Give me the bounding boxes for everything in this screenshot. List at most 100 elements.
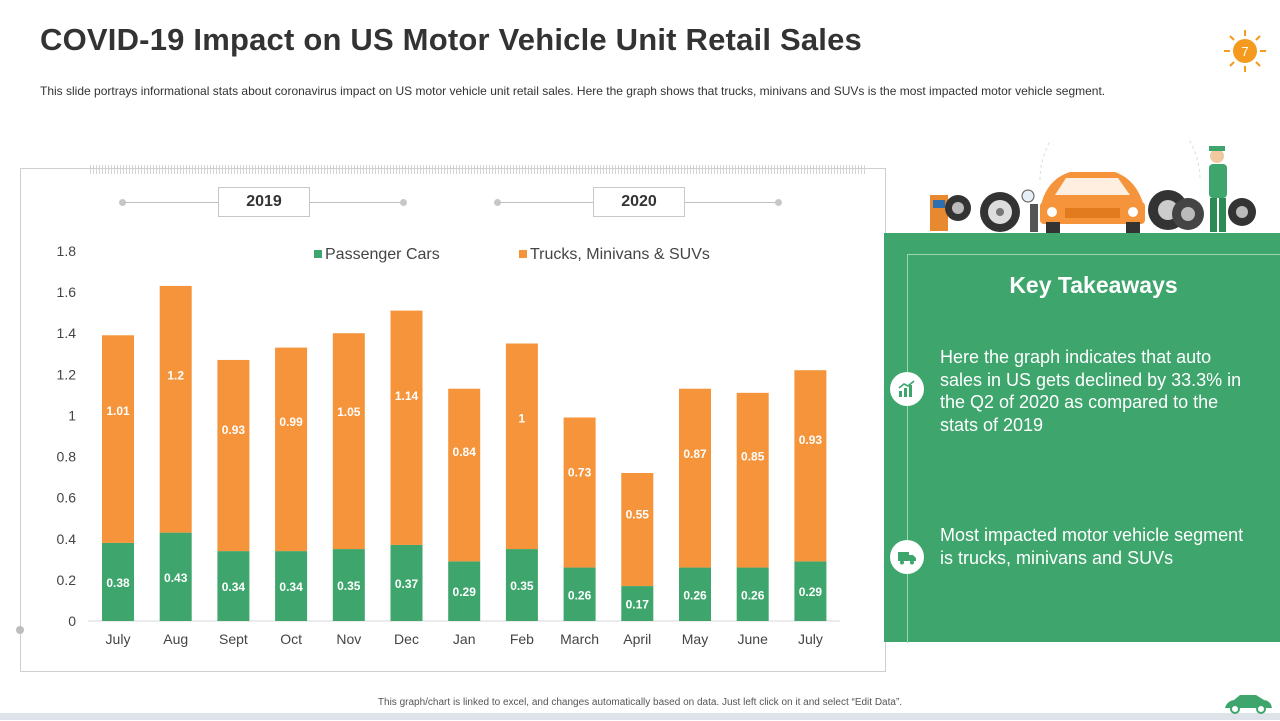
- sun-badge-icon: 7: [1224, 30, 1266, 72]
- pump-icon: [930, 195, 948, 231]
- takeaways-panel: [884, 233, 1280, 642]
- legend-label-1: Passenger Cars: [325, 246, 440, 263]
- corner-dot: [16, 626, 24, 634]
- x-tick-label: Nov: [336, 631, 361, 647]
- jack-icon: [1021, 189, 1038, 232]
- small-car-icon: [1222, 692, 1274, 716]
- bar-passenger-cars[interactable]: [736, 567, 769, 621]
- data-label: 0.43: [164, 571, 188, 585]
- data-label: 0.26: [741, 588, 765, 602]
- x-tick-label: Feb: [510, 631, 534, 647]
- bar-trucks-minivans-suvs[interactable]: [217, 359, 250, 552]
- data-label: 0.38: [106, 576, 130, 590]
- bar-trucks-minivans-suvs[interactable]: [621, 473, 654, 587]
- tire-icon: [945, 195, 971, 221]
- year-line: [684, 202, 779, 203]
- x-tick-label: June: [738, 631, 769, 647]
- x-tick-label: Oct: [280, 631, 302, 647]
- bar-passenger-cars[interactable]: [275, 551, 308, 621]
- bar-chart[interactable]: 0 0.2 0.4 0.6 0.8 1 1.2 1.4 1.6 1.8 Passenger Cars…: [0, 0, 900, 680]
- growth-chart-icon: [890, 372, 924, 406]
- takeaways-frame: [907, 254, 1280, 643]
- bar-trucks-minivans-suvs[interactable]: [505, 343, 538, 550]
- bar-trucks-minivans-suvs[interactable]: [448, 388, 481, 562]
- y-tick-label: 1.8: [57, 243, 77, 259]
- y-tick-label: 0.4: [57, 531, 77, 547]
- rim-icon: [980, 192, 1020, 232]
- data-label: 0.29: [799, 585, 823, 599]
- legend-label-2: Trucks, Minivans & SUVs: [530, 246, 710, 263]
- bar-passenger-cars[interactable]: [621, 586, 654, 621]
- bar-passenger-cars[interactable]: [505, 549, 538, 621]
- data-label: 0.26: [683, 588, 707, 602]
- x-tick-label: July: [106, 631, 131, 647]
- x-tick-label: Dec: [394, 631, 419, 647]
- x-tick-label: Sept: [219, 631, 248, 647]
- bar-trucks-minivans-suvs[interactable]: [332, 333, 365, 550]
- page-number: 7: [1241, 44, 1248, 59]
- data-label: 0.17: [626, 598, 650, 612]
- truck-icon: [890, 540, 924, 574]
- y-tick-label: 1.6: [57, 284, 77, 300]
- year-line-dot: [775, 199, 782, 206]
- y-tick-label: 0.8: [57, 449, 77, 465]
- bar-passenger-cars[interactable]: [563, 567, 596, 621]
- footnote: This graph/chart is linked to excel, and…: [377, 697, 903, 708]
- data-label: 0.73: [568, 466, 592, 480]
- year-line-dot: [494, 199, 501, 206]
- y-tick-label: 0.2: [57, 572, 77, 588]
- takeaways-heading: Key Takeaways: [1009, 272, 1178, 298]
- takeaway-text-1: Here the graph indicates that auto sales…: [940, 347, 1242, 435]
- bar-trucks-minivans-suvs[interactable]: [159, 285, 192, 533]
- bar-trucks-minivans-suvs[interactable]: [794, 370, 827, 562]
- data-label: 0.93: [799, 433, 823, 447]
- data-label: 0.84: [453, 445, 477, 459]
- data-label: 0.35: [337, 579, 361, 593]
- y-tick-label: 1.4: [57, 325, 77, 341]
- tire-stack-icon: [1148, 190, 1204, 230]
- data-label: 0.85: [741, 450, 765, 464]
- year-line-dot: [400, 199, 407, 206]
- data-label: 1.2: [167, 369, 184, 383]
- bar-trucks-minivans-suvs[interactable]: [390, 310, 423, 545]
- data-label: 1.05: [337, 405, 361, 419]
- car-illustration-icon: [1040, 172, 1145, 234]
- hatch-decoration: [90, 165, 865, 174]
- x-tick-label: July: [798, 631, 823, 647]
- bar-passenger-cars[interactable]: [794, 561, 827, 621]
- takeaway-text-2: Most impacted motor vehicle segment is t…: [940, 525, 1244, 568]
- y-tick-label: 1.2: [57, 366, 77, 382]
- year-line-dot: [119, 199, 126, 206]
- bar-passenger-cars[interactable]: [679, 567, 711, 621]
- bar-trucks-minivans-suvs[interactable]: [275, 347, 308, 552]
- x-tick-label: Jan: [453, 631, 476, 647]
- bar-passenger-cars[interactable]: [332, 549, 365, 621]
- data-label: 0.99: [279, 415, 303, 429]
- legend-swatch-2: [519, 250, 527, 258]
- year-label-2020: 2020: [593, 187, 685, 217]
- data-label: 1.01: [106, 404, 130, 418]
- x-tick-label: May: [682, 631, 708, 647]
- data-label: 0.55: [626, 508, 650, 522]
- bar-passenger-cars[interactable]: [390, 544, 423, 621]
- slide-title: COVID-19 Impact on US Motor Vehicle Unit…: [40, 22, 862, 57]
- data-label: 0.26: [568, 588, 592, 602]
- bar-passenger-cars[interactable]: [102, 542, 134, 621]
- year-label-2019: 2019: [218, 187, 310, 217]
- bar-passenger-cars[interactable]: [217, 551, 250, 621]
- bar-trucks-minivans-suvs[interactable]: [102, 335, 134, 543]
- x-tick-label: March: [560, 631, 599, 647]
- x-tick-label: Aug: [163, 631, 188, 647]
- bar-trucks-minivans-suvs[interactable]: [679, 388, 711, 568]
- bar-passenger-cars[interactable]: [159, 532, 192, 621]
- year-line: [498, 202, 594, 203]
- bar-trucks-minivans-suvs[interactable]: [563, 417, 596, 568]
- y-tick-label: 0.6: [57, 490, 77, 506]
- bar-trucks-minivans-suvs[interactable]: [736, 392, 769, 568]
- x-tick-label: April: [623, 631, 651, 647]
- bar-passenger-cars[interactable]: [448, 561, 481, 621]
- legend-swatch-1: [314, 250, 322, 258]
- mechanic-illustration: [920, 99, 1260, 235]
- data-label: 0.35: [510, 579, 534, 593]
- page-number-badge: 7: [1222, 28, 1268, 74]
